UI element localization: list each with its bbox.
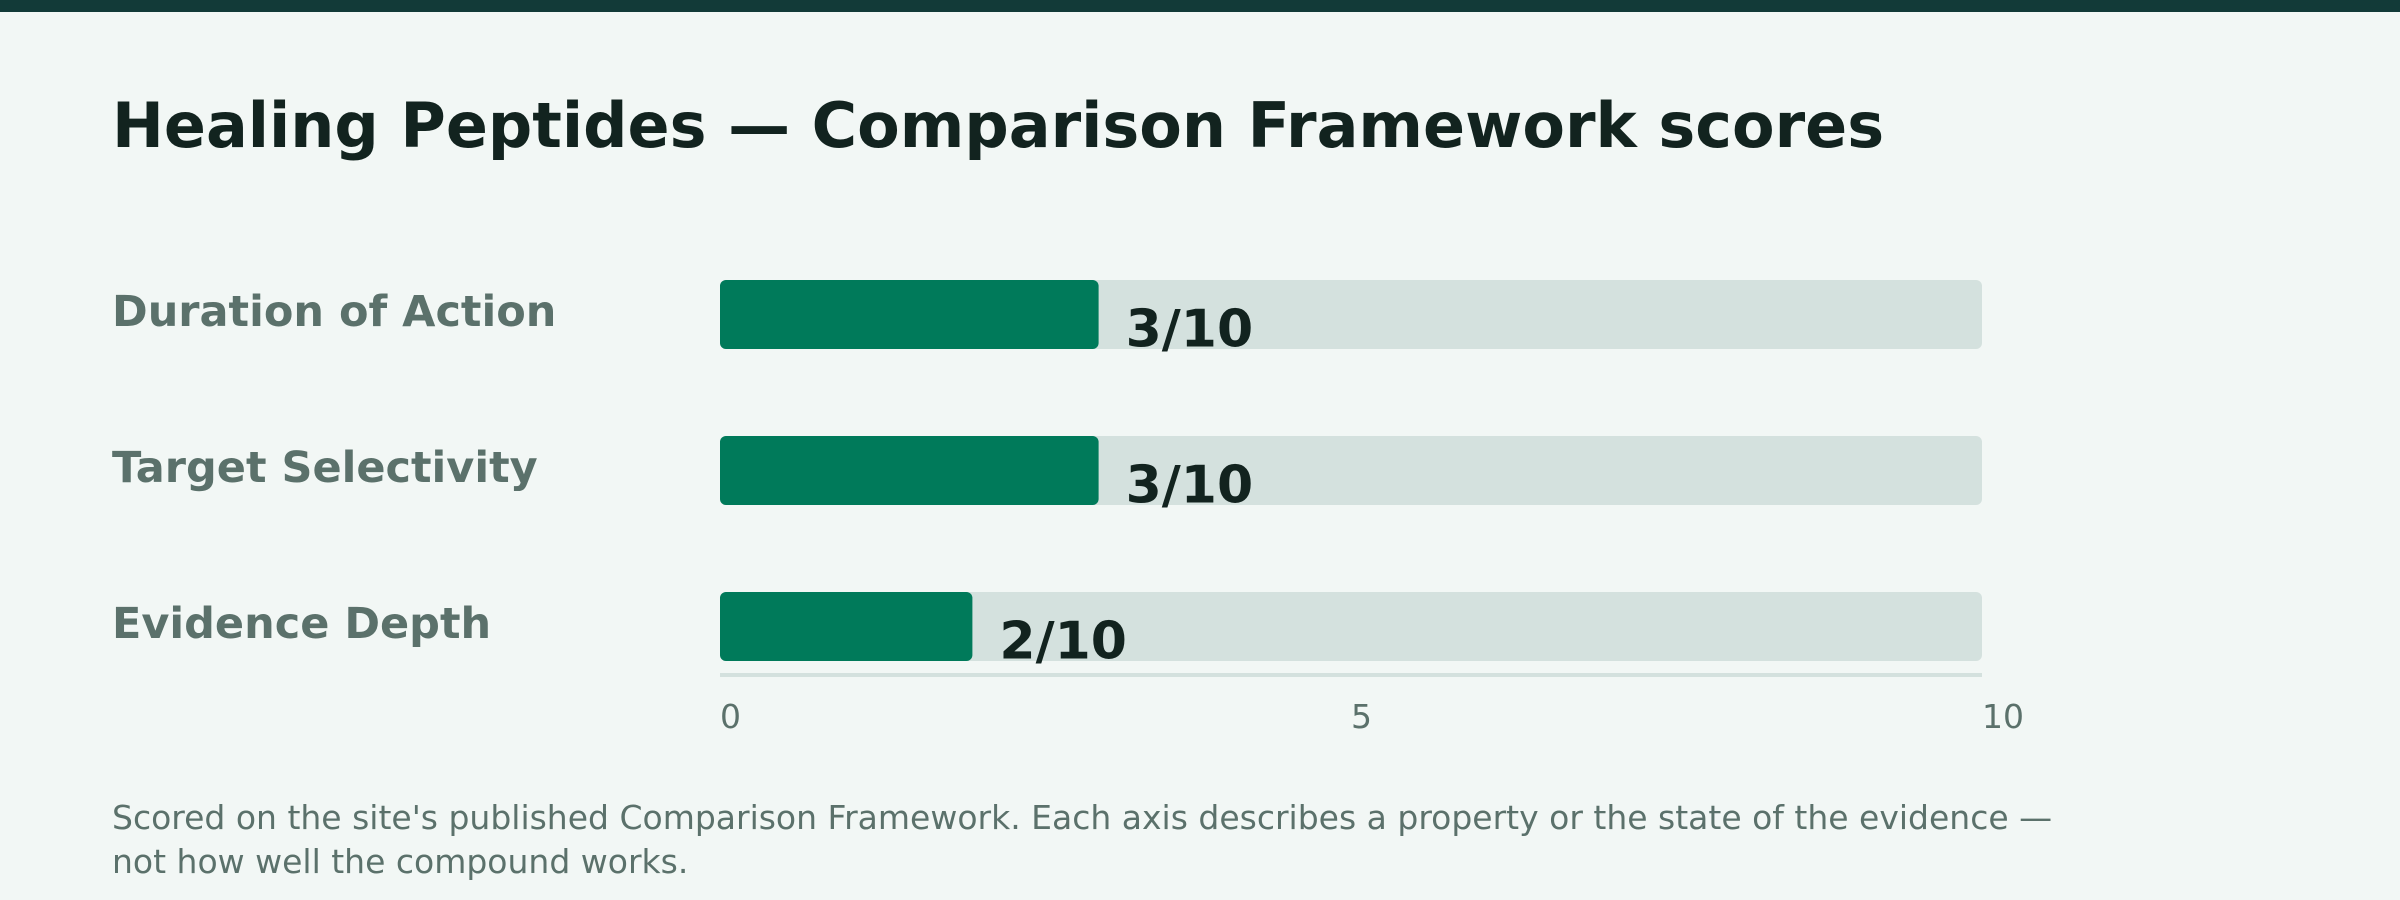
footnote: Scored on the site's published Compariso… bbox=[112, 798, 2053, 881]
top-accent-bar bbox=[0, 0, 2400, 12]
bar bbox=[720, 592, 973, 661]
tick-label: 5 bbox=[1351, 697, 1372, 736]
bar bbox=[720, 280, 1099, 349]
value-label: 3/10 bbox=[1126, 300, 1254, 360]
category-label: Target Selectivity bbox=[112, 443, 538, 493]
bar-row: Target Selectivity 3/10 bbox=[112, 436, 1982, 516]
tick-label: 10 bbox=[1982, 697, 2024, 736]
value-label: 3/10 bbox=[1126, 456, 1254, 516]
bar bbox=[720, 436, 1099, 505]
category-label: Evidence Depth bbox=[112, 599, 491, 649]
tick-label: 0 bbox=[720, 697, 741, 736]
bar-row: Duration of Action 3/10 bbox=[112, 280, 1982, 360]
x-axis: 0 5 10 bbox=[720, 673, 2024, 736]
category-label: Duration of Action bbox=[112, 287, 556, 337]
bar-track bbox=[720, 592, 1982, 661]
chart-title: Healing Peptides — Comparison Framework … bbox=[112, 89, 1885, 162]
value-label: 2/10 bbox=[999, 612, 1127, 672]
bar-row: Evidence Depth 2/10 bbox=[112, 592, 1982, 672]
